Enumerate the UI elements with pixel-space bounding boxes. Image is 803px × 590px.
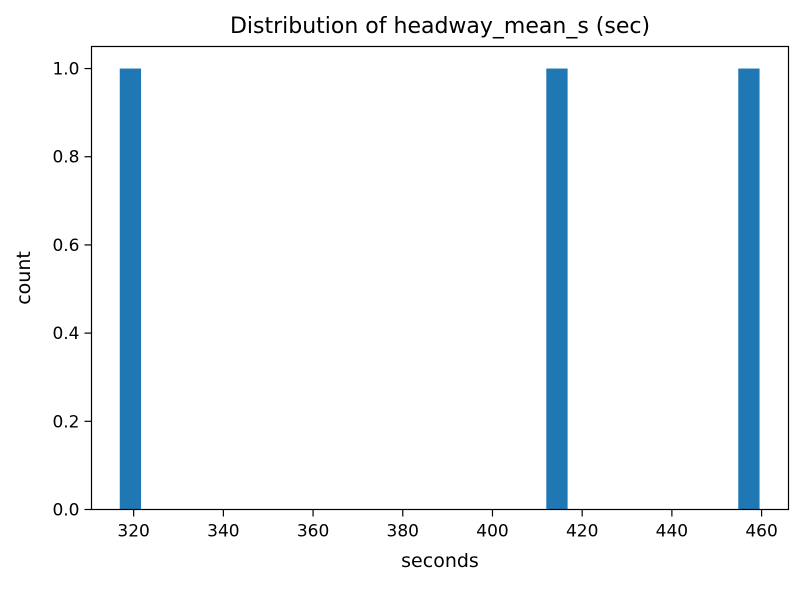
bars-layer [119, 68, 760, 510]
x-tick-label: 400 [476, 522, 508, 542]
y-axis-label: count [13, 251, 35, 305]
histogram-bar-1 [119, 68, 142, 510]
x-tick-label: 420 [566, 522, 598, 542]
histogram-bar-2 [546, 68, 568, 510]
x-tick-label: 380 [387, 522, 419, 542]
y-tick-label: 0.0 [52, 501, 79, 521]
x-tick-label: 440 [656, 522, 688, 542]
x-tick-label: 320 [117, 522, 149, 542]
x-tick-label: 340 [207, 522, 239, 542]
y-tick-label: 0.4 [52, 324, 79, 344]
x-tick-label: 460 [745, 522, 777, 542]
histogram-bar-3 [738, 68, 760, 510]
plot-frame [90, 45, 790, 511]
y-tick-label: 0.8 [52, 148, 79, 168]
y-tick-label: 0.6 [52, 236, 79, 256]
x-axis-label: seconds [401, 550, 479, 572]
y-tick-label: 1.0 [52, 60, 79, 80]
chart-title: Distribution of headway_mean_s (sec) [230, 14, 650, 39]
x-tick-label: 360 [297, 522, 329, 542]
y-axis-ticks: 0.0 0.2 0.4 0.6 0.8 1.0 [52, 60, 92, 521]
y-tick-label: 0.2 [52, 412, 79, 432]
x-axis-ticks: 320 340 360 380 400 420 440 460 [117, 509, 778, 542]
